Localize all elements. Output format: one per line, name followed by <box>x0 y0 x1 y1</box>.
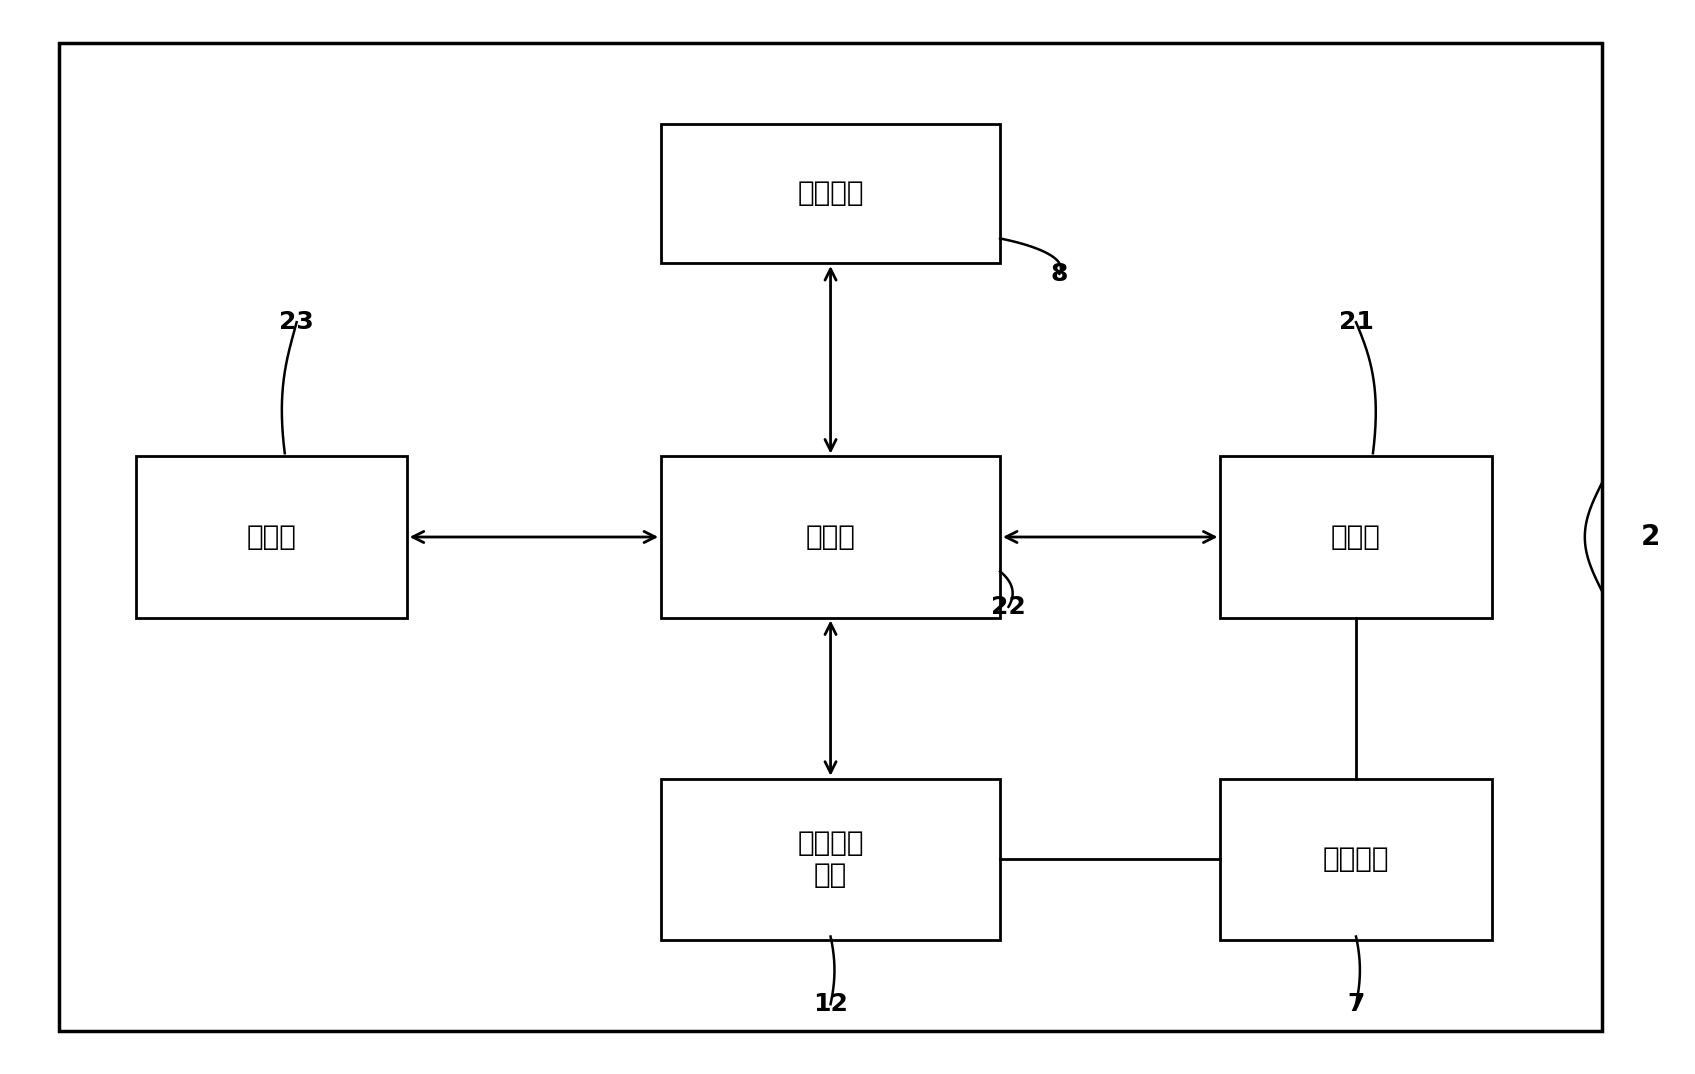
Bar <box>661 779 1000 940</box>
Bar <box>661 124 1000 263</box>
Bar <box>1220 456 1492 618</box>
Text: 预设金钥
备份: 预设金钥 备份 <box>797 829 864 889</box>
Text: 锁码器: 锁码器 <box>246 523 297 551</box>
Text: 输入金钥: 输入金钥 <box>797 179 864 207</box>
Text: 8: 8 <box>1051 262 1068 286</box>
Text: 21: 21 <box>1339 310 1373 334</box>
Text: 12: 12 <box>814 992 848 1016</box>
Text: 7: 7 <box>1348 992 1364 1016</box>
Bar <box>136 456 407 618</box>
Text: 解码器: 解码器 <box>805 523 856 551</box>
Text: 预设金钥: 预设金钥 <box>1322 845 1390 873</box>
Text: 编码器: 编码器 <box>1331 523 1381 551</box>
Bar <box>661 456 1000 618</box>
Bar <box>1220 779 1492 940</box>
Text: 2: 2 <box>1641 523 1659 551</box>
Text: 22: 22 <box>992 595 1025 619</box>
Text: 23: 23 <box>280 310 314 334</box>
